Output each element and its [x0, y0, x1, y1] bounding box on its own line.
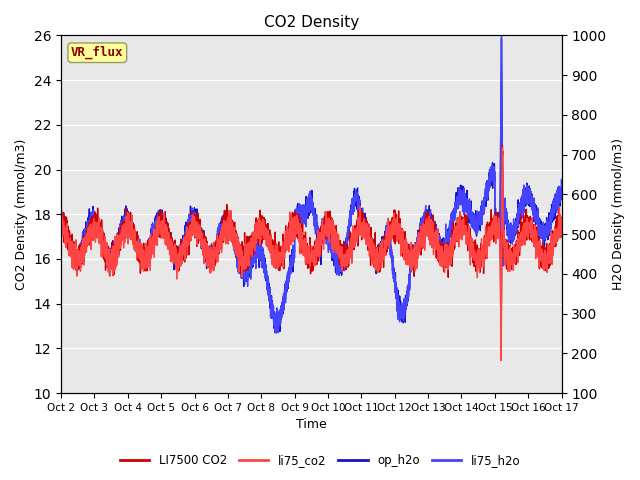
- Y-axis label: H2O Density (mmol/m3): H2O Density (mmol/m3): [612, 138, 625, 290]
- Text: VR_flux: VR_flux: [71, 46, 124, 60]
- Title: CO2 Density: CO2 Density: [264, 15, 359, 30]
- X-axis label: Time: Time: [296, 419, 326, 432]
- Legend: LI7500 CO2, li75_co2, op_h2o, li75_h2o: LI7500 CO2, li75_co2, op_h2o, li75_h2o: [115, 449, 525, 472]
- Y-axis label: CO2 Density (mmol/m3): CO2 Density (mmol/m3): [15, 139, 28, 290]
